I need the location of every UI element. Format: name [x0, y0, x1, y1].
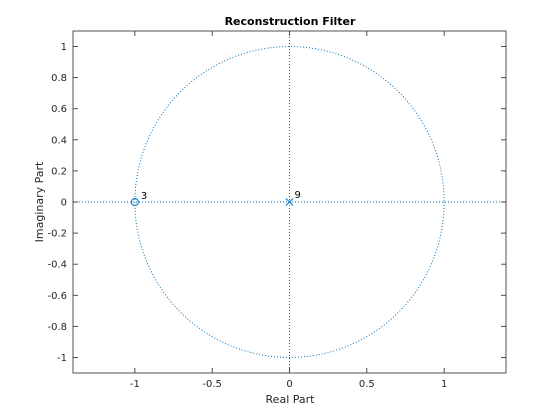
- y-tick-label: 0.2: [51, 166, 67, 177]
- x-tick-label: 0.5: [359, 379, 375, 390]
- y-tick-label: 0.8: [51, 73, 67, 84]
- x-tick-label: 0: [286, 379, 292, 390]
- y-tick-label: -0.4: [47, 260, 67, 271]
- y-tick-label: 0.6: [51, 104, 67, 115]
- y-tick-label: -1: [57, 353, 67, 364]
- y-tick-label: -0.6: [47, 291, 67, 302]
- zero-multiplicity-label: 3: [141, 191, 147, 202]
- chart-title: Reconstruction Filter: [225, 15, 356, 28]
- unit-circle: [134, 46, 445, 358]
- y-axis-label: Imaginary Part: [33, 161, 46, 242]
- pole-cross-icon: [285, 198, 294, 206]
- y-tick-label: -0.8: [47, 322, 67, 333]
- x-tick-label: -1: [130, 379, 140, 390]
- x-tick-label: 1: [441, 379, 447, 390]
- pole-multiplicity-label: 9: [295, 190, 301, 201]
- zero-marker: [130, 198, 139, 206]
- plot-area: -1 -0.5 0 0.5 1 1 0.8 0.6 0.4 0.2 0 -0.2 -0.4 -0.6 -0.…: [47, 30, 507, 390]
- y-tick-label: 1: [61, 42, 67, 53]
- y-tick-label: 0: [61, 198, 67, 209]
- y-tick-label: -0.2: [47, 229, 67, 240]
- x-tick-label: -0.5: [202, 379, 222, 390]
- x-axis-label: Real Part: [266, 393, 316, 406]
- pole-marker: [285, 198, 294, 206]
- y-tick-label: 0.4: [51, 135, 67, 146]
